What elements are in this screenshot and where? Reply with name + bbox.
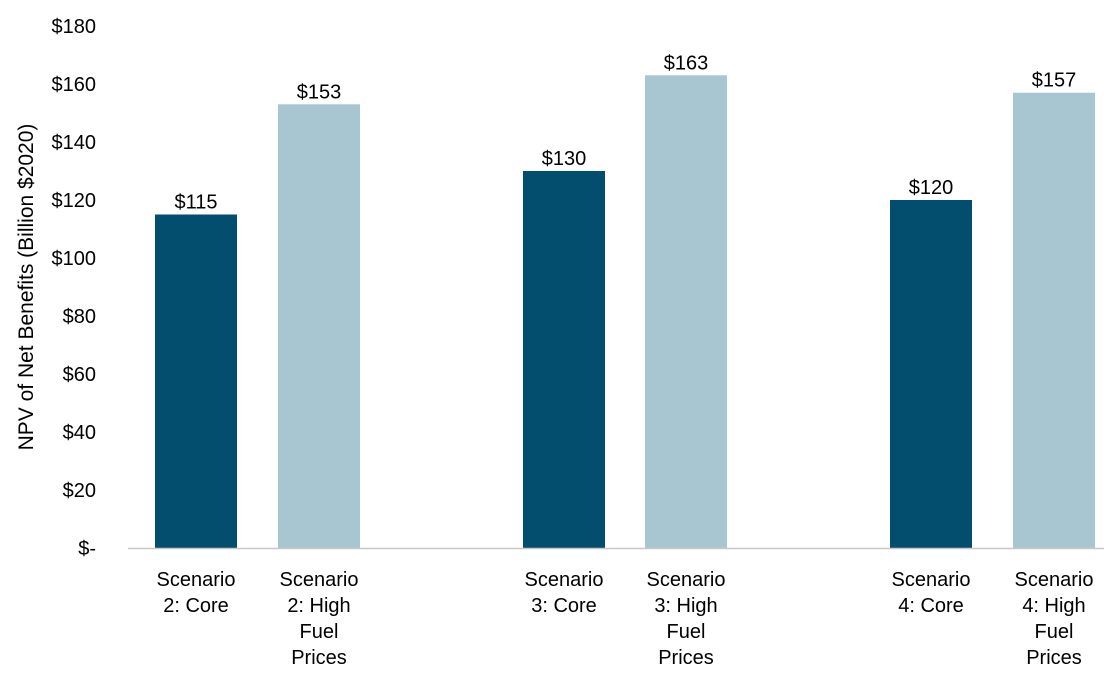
x-category-label: Scenario 2: Core [157, 569, 236, 617]
y-tick-label: $20 [63, 480, 96, 502]
bars [155, 75, 1095, 549]
y-tick-label: $40 [63, 422, 96, 444]
y-axis-ticks: $- $20 $40 $60 $80 $100 $120 $140 $160 $180 [52, 16, 97, 560]
x-category-label: Scenario 4: High Fuel Prices [1015, 569, 1094, 669]
x-category-label: Scenario 2: High Fuel Prices [280, 569, 359, 669]
data-labels: $115 $153 $130 $163 $120 $157 [174, 52, 1076, 213]
y-axis-title: NPV of Net Benefits (Billion $2020) [15, 124, 38, 451]
category-labels: Scenario 2: Core Scenario 2: High Fuel Prices… [157, 569, 1094, 669]
bar [155, 214, 237, 548]
y-tick-label: $- [78, 538, 96, 560]
bar [1013, 92, 1095, 548]
y-tick-label: $140 [52, 132, 97, 154]
bar-data-label: $115 [174, 192, 217, 214]
bar-data-label: $157 [1032, 70, 1077, 92]
x-category-label: Scenario 4: Core [892, 569, 971, 617]
bar [645, 75, 727, 549]
x-category-label: Scenario 3: Core [525, 569, 604, 617]
bar [278, 104, 360, 549]
y-tick-label: $80 [63, 306, 96, 328]
bar-data-label: $163 [664, 52, 709, 74]
y-tick-label: $60 [63, 364, 96, 386]
x-category-label: Scenario 3: High Fuel Prices [647, 569, 726, 669]
y-tick-label: $160 [52, 74, 97, 96]
y-tick-label: $120 [52, 190, 97, 212]
bar-data-label: $153 [297, 81, 342, 103]
bar [890, 200, 972, 548]
y-tick-label: $180 [52, 16, 97, 38]
bar-data-label: $130 [542, 148, 587, 170]
bar-data-label: $120 [909, 177, 954, 199]
y-tick-label: $100 [52, 248, 97, 270]
bar [523, 171, 605, 548]
